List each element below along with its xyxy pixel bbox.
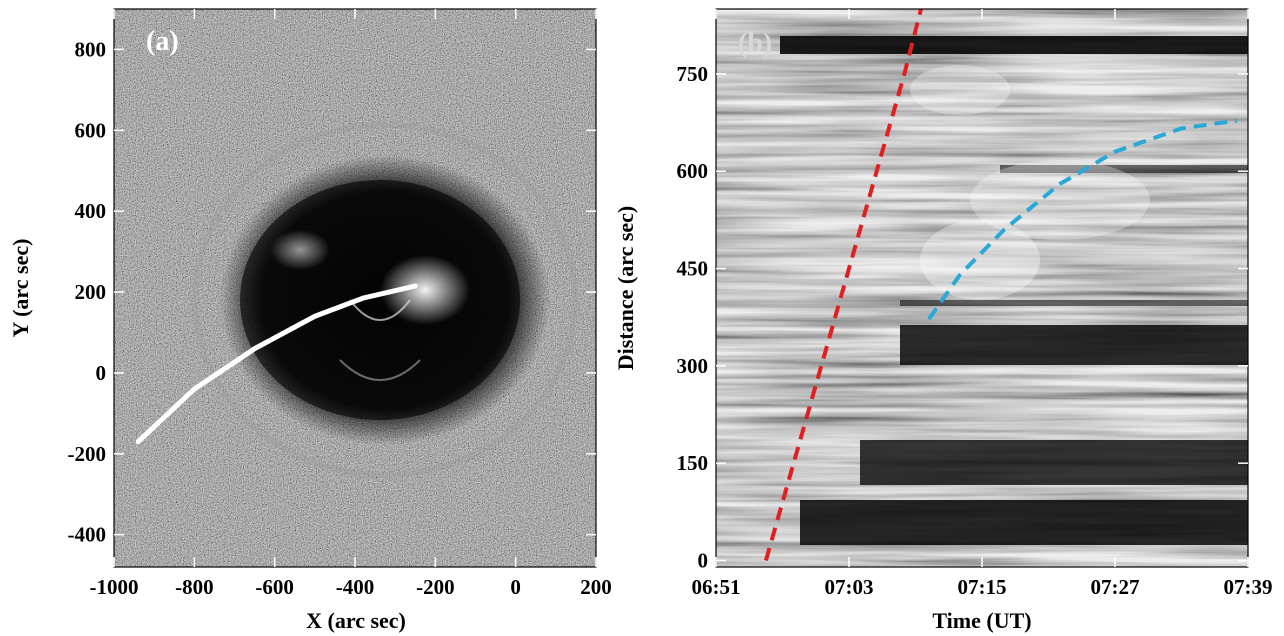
panel-a-image xyxy=(114,9,596,567)
blue-dashed-fit xyxy=(927,118,1238,321)
panel-b-xtick-label: 07:03 xyxy=(825,575,874,599)
panel-b-ytick-label: 150 xyxy=(677,451,709,475)
panel-a-xlabel: X (arc sec) xyxy=(306,608,406,633)
red-dashed-fit xyxy=(763,9,923,562)
panel-a-xtick-label: -200 xyxy=(416,575,455,599)
panel-a-ytick-label: 0 xyxy=(96,361,107,385)
slice-path xyxy=(135,283,418,445)
panel-a: -1000 -800 -600 -400 -200 0 200 800 600 400 200 0 -2… xyxy=(8,8,612,633)
panel-a-ylabel: Y (arc sec) xyxy=(8,239,33,338)
panel-a-xtick-label: -600 xyxy=(255,575,294,599)
panel-b-ticks: 06:51 07:03 07:15 07:27 07:39 750 600 450 300 150… xyxy=(677,9,1273,599)
panel-b-ytick-label: 750 xyxy=(677,62,709,86)
panel-b-xtick-label: 06:51 xyxy=(692,575,741,599)
panel-b-xtick-label: 07:27 xyxy=(1091,575,1140,599)
panel-a-ytick-label: 200 xyxy=(75,280,107,304)
panel-a-ytick-label: 600 xyxy=(75,118,107,142)
panel-b-ytick-label: 600 xyxy=(677,159,709,183)
panel-b-ytick-label: 450 xyxy=(677,257,709,281)
panel-a-xtick-label: 0 xyxy=(510,575,521,599)
panel-b-ytick-label: 300 xyxy=(677,354,709,378)
panel-a-ticks: -1000 -800 -600 -400 -200 0 200 800 600 400 200 0 -2… xyxy=(68,9,612,599)
panel-a-label: (a) xyxy=(146,26,179,57)
panel-b: 06:51 07:03 07:15 07:27 07:39 750 600 450 300 150… xyxy=(613,8,1273,633)
panel-a-xtick-label: -1000 xyxy=(90,575,139,599)
panel-a-ytick-label: 800 xyxy=(75,37,107,61)
panel-b-xtick-label: 07:39 xyxy=(1224,575,1273,599)
panel-b-xlabel: Time (UT) xyxy=(932,608,1031,633)
panel-b-label: (b) xyxy=(738,28,772,59)
panel-b-image xyxy=(716,9,1248,567)
panel-a-ytick-label: -400 xyxy=(68,523,107,547)
panel-b-ylabel: Distance (arc sec) xyxy=(613,206,638,371)
panel-b-ytick-label: 0 xyxy=(698,549,709,573)
panel-a-xtick-label: 200 xyxy=(580,575,612,599)
panel-a-ytick-label: 400 xyxy=(75,199,107,223)
panel-b-xtick-label: 07:15 xyxy=(958,575,1007,599)
panel-a-xtick-label: -800 xyxy=(175,575,214,599)
panel-a-xtick-label: -400 xyxy=(336,575,375,599)
panel-a-ytick-label: -200 xyxy=(68,442,107,466)
